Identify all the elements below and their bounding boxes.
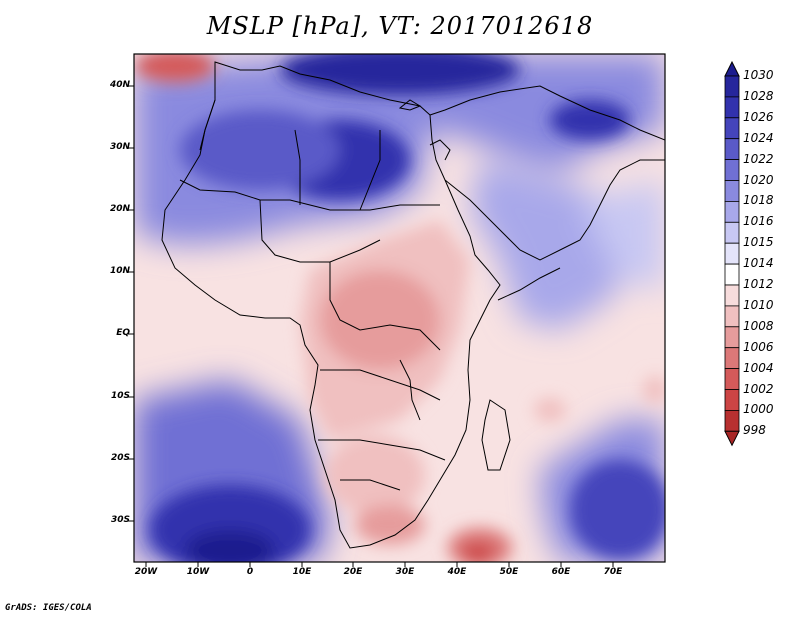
colorbar-label: 1020 [743,172,774,187]
colorbar-segment [724,242,740,265]
lat-label-20s: 20S [110,453,130,463]
colorbar-segment [724,180,740,202]
colorbar-label: 1004 [743,360,774,375]
colorbar-segment [724,200,740,223]
lon-label-0: 0 [246,567,254,577]
strong-highs [150,54,665,562]
colorbar-label: 1030 [743,68,774,82]
colorbar-label: 1024 [743,130,774,145]
colorbar-segment [724,326,740,349]
colorbar-segment [724,138,740,160]
colorbar-segment [724,409,740,432]
lat-label-10n: 10N [109,266,130,276]
lat-label-40n: 40N [109,80,130,90]
colorbar-label: 1010 [743,297,774,312]
pressure-field [134,54,665,562]
lon-label-30e: 30E [395,567,415,577]
colorbar-label: 1016 [743,214,774,229]
colorbar-bottom-arrow [724,430,740,447]
lat-label-20n: 20N [109,204,130,214]
colorbar-label: 1012 [743,277,774,291]
colorbar-top-arrow [724,60,740,77]
colorbar-label: 1002 [743,381,774,396]
lon-label-70e: 70E [603,567,623,577]
colorbar-segment [724,159,740,181]
colorbar-segment [724,368,740,390]
colorbar-label: 1015 [743,235,774,250]
colorbar-segment [724,347,740,370]
lon-label-10e: 10E [292,567,312,577]
colorbar-label: 1008 [743,318,774,333]
lon-label-40e: 40E [447,567,467,577]
lat-label-30n: 30N [109,142,130,152]
colorbar-segment [724,263,740,286]
credit-text: GrADS: IGES/COLA [5,603,92,613]
lat-label-10s: 10S [110,391,130,401]
colorbar-label: 1014 [743,256,774,271]
colorbar-segment [724,305,740,328]
colorbar-label: 1006 [743,339,774,354]
colorbar-label: 1022 [743,151,774,166]
colorbar-label: 1018 [743,193,774,208]
lon-label-20e: 20E [343,567,363,577]
colorbar-label: 1000 [743,402,774,417]
low-pressure-areas [135,54,665,562]
lon-label-10w: 10W [186,567,210,577]
lat-label-eq: EQ [116,328,130,338]
lon-label-50e: 50E [499,567,519,577]
plot-frame [133,53,666,563]
map-title: MSLP [hPa], VT: 2017012618 [206,12,594,40]
colorbar-segment [724,221,740,244]
colorbar-segment [724,117,740,140]
colorbar-label: 998 [743,423,766,438]
lon-label-20w: 20W [134,567,158,577]
colorbar-segment [724,75,740,98]
lon-ticks [145,562,614,567]
colorbar-segment [724,284,740,307]
colorbar-segment [724,96,740,119]
colorbar-label: 1028 [743,88,774,103]
lat-label-30s: 30S [110,515,130,525]
colorbar-segment [724,389,740,411]
colorbar [724,60,740,447]
coastlines [161,61,665,549]
lon-label-60e: 60E [551,567,571,577]
lat-ticks [128,85,134,522]
colorbar-label: 1026 [743,109,774,124]
